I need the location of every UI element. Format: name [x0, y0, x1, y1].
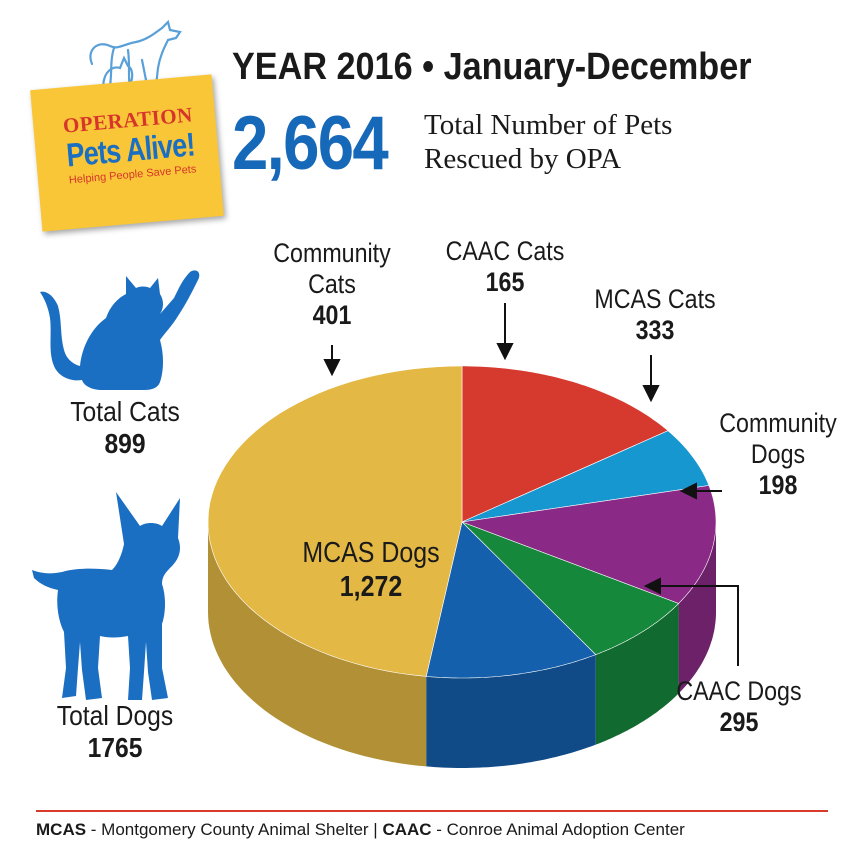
label-community-cats: Community Cats 401 — [272, 238, 392, 331]
pie-side-caac-dogs — [426, 654, 596, 768]
label-mcas-cats: MCAS Cats 333 — [591, 284, 720, 346]
label-caac-cats-line1: CAAC Cats — [445, 236, 565, 266]
pie-arrows — [323, 303, 739, 666]
label-mcas-cats-line1: MCAS Cats — [594, 284, 716, 314]
pie-slice-community-cats — [461, 365, 669, 523]
pie-tops — [207, 365, 717, 679]
footer-caac-text: - Conroe Animal Adoption Center — [431, 820, 685, 839]
label-mcas-dogs: MCAS Dogs 1,272 — [298, 536, 444, 604]
label-community-cats-line2: Cats — [308, 269, 356, 299]
label-community-dogs-line2: Dogs — [750, 439, 806, 469]
total-caption-line1: Total Number of Pets — [424, 109, 673, 141]
total-dogs-block: Total Dogs 1765 — [40, 700, 190, 764]
total-dogs-value: 1765 — [87, 732, 143, 763]
total-cats-block: Total Cats 899 — [50, 396, 200, 460]
total-dogs-label: Total Dogs — [56, 700, 174, 731]
total-pets-caption: Total Number of Pets Rescued by OPA — [424, 108, 804, 176]
pie-slice-mcas-dogs — [207, 365, 463, 677]
total-caption-line2: Rescued by OPA — [424, 143, 622, 175]
label-caac-dogs-line1: CAAC Dogs — [676, 676, 802, 706]
label-community-dogs-value: 198 — [758, 470, 798, 500]
footer-caac-abbr: CAAC — [382, 820, 432, 839]
pie-side-mcas-dogs — [208, 522, 427, 767]
label-mcas-cats-value: 333 — [635, 315, 675, 345]
label-caac-dogs-value: 295 — [719, 707, 759, 737]
total-cats-label: Total Cats — [70, 396, 180, 427]
total-pets-number: 2,664 — [232, 101, 389, 186]
total-cats-value: 899 — [104, 428, 146, 459]
label-community-dogs-line1: Community — [719, 408, 837, 438]
label-mcas-dogs-value: 1,272 — [339, 571, 403, 603]
dog-silhouette-icon — [32, 492, 180, 700]
label-caac-cats-value: 165 — [485, 267, 525, 297]
footer-mcas-abbr: MCAS — [36, 820, 87, 839]
operation-pets-alive-logo: OPERATION Pets Alive! Helping People Sav… — [22, 20, 224, 232]
label-caac-cats: CAAC Cats 165 — [441, 236, 570, 298]
page-title: YEAR 2016 • January-December — [232, 46, 752, 88]
pie-slice-caac-cats — [461, 430, 710, 523]
cat-silhouette-icon — [40, 270, 200, 390]
pie-side-mcas-cats — [678, 522, 716, 694]
label-community-cats-line1: Community — [273, 238, 391, 268]
label-community-dogs: Community Dogs 198 — [716, 408, 840, 501]
pie-slice-caac-dogs — [425, 521, 597, 679]
pie-sides — [208, 522, 716, 768]
pie-side-community-dogs — [595, 603, 679, 745]
footer-legend: MCAS - Montgomery County Animal Shelter … — [36, 820, 836, 840]
label-caac-dogs: CAAC Dogs 295 — [675, 676, 804, 738]
label-mcas-dogs-line1: MCAS Dogs — [302, 537, 440, 569]
footer-mcas-text: - Montgomery County Animal Shelter | — [86, 820, 383, 839]
pie-slice-community-dogs — [461, 521, 680, 655]
footer-divider — [36, 810, 828, 812]
label-community-cats-value: 401 — [312, 300, 352, 330]
